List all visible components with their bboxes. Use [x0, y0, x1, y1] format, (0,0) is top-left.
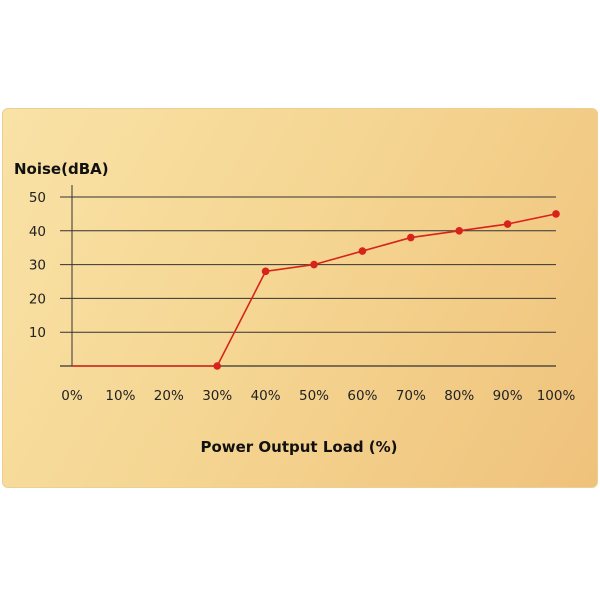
x-tick-label: 30%: [202, 388, 232, 404]
series-noise: [72, 210, 560, 370]
y-tick-label: 30: [29, 258, 46, 274]
x-tick-label: 60%: [347, 388, 377, 404]
y-tick-label: 10: [29, 325, 46, 341]
series-line: [72, 213, 557, 367]
x-tick-label: 70%: [396, 388, 426, 404]
data-point: [213, 362, 221, 370]
data-point: [552, 210, 560, 218]
grid-lines: [60, 196, 556, 333]
x-tick-label: 80%: [444, 388, 474, 404]
data-point: [503, 220, 512, 228]
y-tick-labels: 10 20 30 40 50: [29, 190, 46, 341]
y-tick-label: 20: [29, 291, 46, 307]
x-tick-label: 20%: [154, 388, 184, 404]
data-point: [261, 267, 270, 276]
y-tick-label: 50: [29, 190, 46, 206]
data-point: [358, 247, 367, 255]
x-tick-label: 90%: [493, 388, 523, 404]
x-tick-label: 100%: [537, 388, 576, 404]
data-point: [455, 227, 464, 235]
x-tick-label: 0%: [61, 388, 83, 404]
y-tick-label: 40: [29, 224, 46, 240]
data-point: [310, 260, 318, 269]
x-tick-label: 50%: [299, 388, 329, 404]
data-point: [407, 233, 415, 242]
x-tick-label: 40%: [251, 388, 281, 404]
x-axis-title: Power Output Load (%): [200, 438, 397, 456]
x-tick-labels: 0% 10% 20% 30% 40% 50% 60% 70% 80% 90% 100%: [61, 388, 575, 404]
y-axis-title: Noise(dBA): [14, 160, 109, 178]
axes: [60, 185, 556, 367]
x-tick-label: 10%: [105, 388, 135, 404]
